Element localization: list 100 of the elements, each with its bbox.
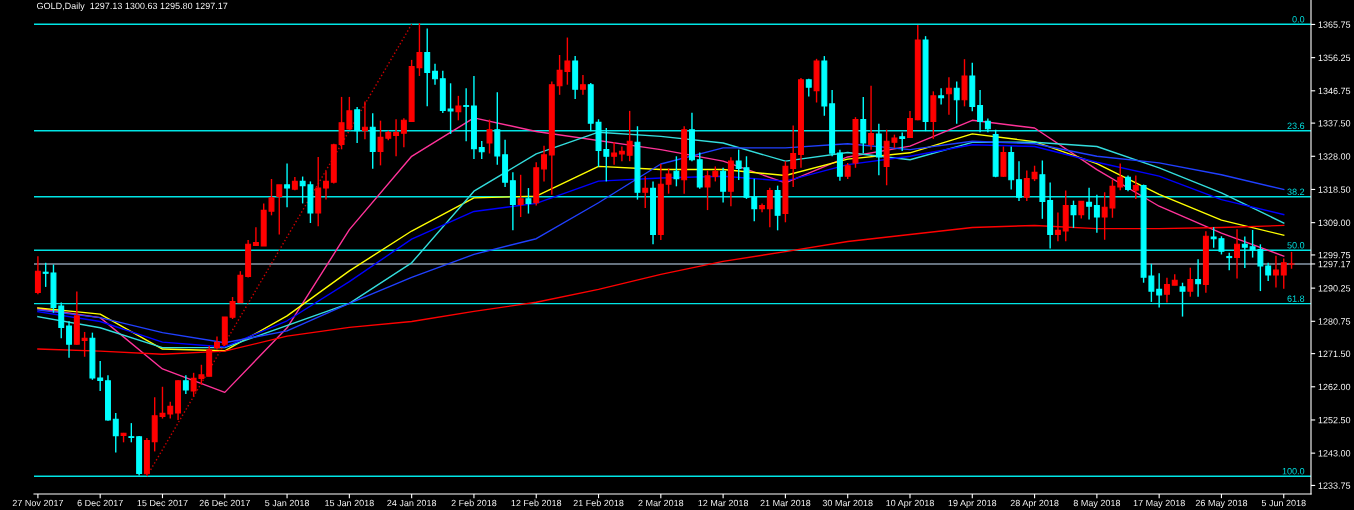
candlestick xyxy=(182,374,189,395)
y-tick-label: 1262.00 xyxy=(1318,383,1351,391)
candlestick xyxy=(1272,255,1279,289)
x-tick-label: 26 Dec 2017 xyxy=(199,499,250,507)
candlestick xyxy=(953,80,960,125)
annotation: 50.0 xyxy=(1287,242,1305,249)
candlestick xyxy=(977,89,984,133)
x-tick-label: 27 Nov 2017 xyxy=(12,499,64,507)
candlestick xyxy=(541,145,547,183)
x-tick-label: 24 Jan 2018 xyxy=(387,499,437,507)
chart-title: GOLD,Daily 1297.13 1300.63 1295.80 1297.17 xyxy=(37,2,228,11)
candlestick xyxy=(642,175,649,209)
candlestick xyxy=(66,320,73,359)
candlestick xyxy=(455,95,462,122)
x-tick-label: 10 Apr 2018 xyxy=(886,499,934,508)
candlestick xyxy=(961,58,968,108)
y-tick-label: 1309.00 xyxy=(1318,219,1351,226)
candlestick xyxy=(618,145,625,162)
y-tick-label: 1346.75 xyxy=(1318,87,1351,95)
candlestick xyxy=(875,123,882,176)
candlestick xyxy=(790,124,797,188)
annotation: 38.2 xyxy=(1287,188,1305,196)
candlestick xyxy=(112,412,119,454)
x-tick-label: 21 Mar 2018 xyxy=(760,499,811,507)
x-tick-label: 8 May 2018 xyxy=(1073,499,1121,508)
candlestick xyxy=(354,106,361,144)
candlestick xyxy=(486,118,493,155)
candlestick xyxy=(626,110,633,162)
x-tick-label: 5 Jan 2018 xyxy=(265,499,310,507)
x-tick-label: 26 May 2018 xyxy=(1195,499,1248,508)
candlestick xyxy=(1016,160,1022,202)
candlestick xyxy=(284,162,291,208)
candlestick xyxy=(1093,194,1100,234)
candlestick xyxy=(252,226,259,247)
candlestick xyxy=(665,167,672,195)
y-tick-label: 1271.50 xyxy=(1318,350,1351,357)
x-tick-label: 12 Feb 2018 xyxy=(511,499,562,507)
x-tick-label: 5 Jun 2018 xyxy=(1261,499,1306,507)
line-series xyxy=(37,117,1285,394)
candlestick xyxy=(400,117,407,148)
x-tick-label: 12 Mar 2018 xyxy=(698,499,749,507)
candlestick xyxy=(1163,277,1170,304)
annotation: 100.0 xyxy=(1282,468,1305,475)
candlestick xyxy=(1195,258,1202,298)
candlestick xyxy=(766,187,773,228)
candlestick xyxy=(323,170,329,201)
y-tick-label: 1328.00 xyxy=(1318,153,1351,160)
y-tick-label: 1243.00 xyxy=(1318,450,1351,457)
candlestick xyxy=(720,167,727,204)
candlestick xyxy=(525,187,532,215)
candlestick xyxy=(1086,187,1093,221)
candlestick xyxy=(361,100,368,140)
candlestick xyxy=(945,76,952,116)
candlestick xyxy=(1156,272,1163,309)
x-tick-label: 2 Mar 2018 xyxy=(638,499,684,507)
x-tick-label: 28 Apr 2018 xyxy=(1010,499,1059,508)
y-tick-label: 1299.75 xyxy=(1318,251,1351,259)
candlestick xyxy=(907,110,913,139)
x-tick-label: 2 Feb 2018 xyxy=(451,499,497,507)
candlestick xyxy=(393,118,400,157)
candlestick xyxy=(432,63,438,86)
candlestick xyxy=(128,422,135,444)
y-tick-label: 1252.50 xyxy=(1318,416,1351,424)
candlestick xyxy=(868,85,875,151)
y-tick-label: 1297.17 xyxy=(1318,260,1351,268)
candlestick xyxy=(1132,174,1139,200)
y-tick-label: 1356.25 xyxy=(1318,54,1351,61)
x-tick-label: 15 Jan 2018 xyxy=(325,499,374,507)
annotation: 23.6 xyxy=(1287,122,1305,130)
candlestick xyxy=(611,141,618,166)
annotation: 61.8 xyxy=(1287,295,1305,302)
annotation: 0.0 xyxy=(1292,16,1305,23)
y-tick-label: 1365.75 xyxy=(1318,21,1351,28)
candlestick xyxy=(1241,235,1248,269)
candlestick xyxy=(899,131,906,152)
x-tick-label: 15 Dec 2017 xyxy=(137,499,188,507)
y-tick-label: 1290.25 xyxy=(1318,285,1351,292)
candlestick xyxy=(938,87,945,106)
candlestick xyxy=(673,155,680,188)
candlestick xyxy=(447,82,454,135)
candlestick xyxy=(463,87,470,142)
candlestick xyxy=(424,27,431,108)
candlestick xyxy=(34,255,41,295)
x-tick-label: 30 Mar 2018 xyxy=(822,499,873,507)
candlestick xyxy=(1234,228,1240,280)
y-tick-label: 1233.75 xyxy=(1318,482,1351,489)
candlestick xyxy=(97,360,104,392)
y-tick-label: 1280.75 xyxy=(1318,318,1351,325)
x-tick-label: 21 Feb 2018 xyxy=(573,499,624,507)
candlestick xyxy=(1023,169,1030,202)
candlestick xyxy=(276,184,283,236)
candlestick xyxy=(478,140,485,160)
x-tick-label: 17 May 2018 xyxy=(1133,499,1185,508)
candlestick xyxy=(1187,266,1194,298)
candlestick xyxy=(1070,199,1077,229)
candlestick xyxy=(579,74,586,96)
candlestick xyxy=(860,96,867,154)
candlestick xyxy=(509,171,516,232)
candlestick xyxy=(1265,262,1272,282)
x-tick-label: 6 Dec 2017 xyxy=(77,499,123,507)
